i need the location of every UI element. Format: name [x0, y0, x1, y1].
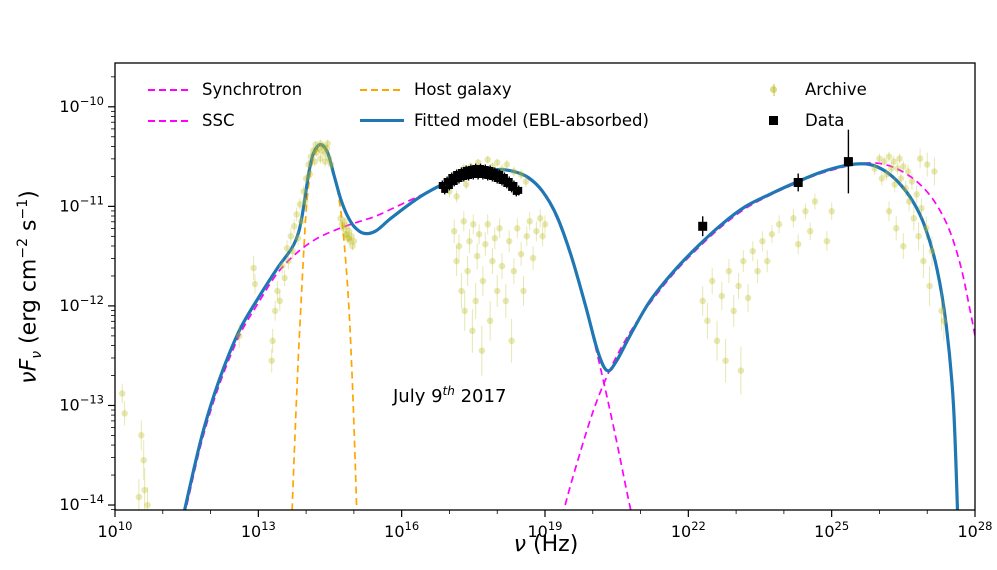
x-tick-label: 1013 [241, 519, 276, 541]
y-tick-label: 10−11 [59, 193, 104, 215]
legend-label: Fitted model (EBL-absorbed) [414, 111, 649, 130]
legend-label: Data [805, 111, 845, 130]
fitted-model-line-sample [360, 113, 404, 129]
host-galaxy-dashed-line-sample [360, 82, 404, 98]
date-annotation: July 9th 2017 [393, 384, 507, 407]
model-curves [183, 143, 975, 510]
y-tick-label: 10−13 [59, 392, 104, 414]
legend-label: Host galaxy [414, 80, 512, 99]
legend-column-1: Synchrotron SSC [148, 79, 302, 131]
x-tick-label: 1010 [98, 519, 133, 541]
x-tick-label: 1028 [958, 519, 993, 541]
legend-item-fitted-model: Fitted model (EBL-absorbed) [360, 110, 649, 131]
x-tick-label: 1016 [384, 519, 419, 541]
curve-synchrotron [184, 169, 632, 510]
y-tick-label: 10−14 [59, 492, 104, 514]
synchrotron-dashed-line-sample [148, 82, 192, 98]
archive-point-sample [751, 82, 795, 98]
legend-item-host-galaxy: Host galaxy [360, 79, 649, 100]
data-square-sample [751, 113, 795, 129]
legend-column-3: Archive Data [751, 79, 867, 131]
data-points [438, 129, 853, 237]
legend-label: Archive [805, 80, 867, 99]
legend-label: SSC [202, 111, 235, 130]
x-axis-title: ν (Hz) [513, 532, 579, 557]
y-tick-label: 10−12 [59, 293, 104, 315]
y-axis-title: νFν (erg cm−2 s−1) [15, 190, 45, 384]
y-axis-ticks: 10−10 10−11 10−12 10−13 10−14 [59, 76, 115, 514]
y-tick-label: 10−10 [59, 94, 104, 116]
x-tick-label: 1025 [814, 519, 849, 541]
legend-item-archive: Archive [751, 79, 867, 100]
ssc-dashed-line-sample [148, 113, 192, 129]
x-tick-label: 1022 [671, 519, 706, 541]
legend-label: Synchrotron [202, 80, 303, 99]
curve-fitted-model-ebl-absorbed [183, 143, 960, 510]
legend-item-ssc: SSC [148, 110, 302, 131]
legend-item-synchrotron: Synchrotron [148, 79, 302, 100]
legend-item-data: Data [751, 110, 867, 131]
archive-points [118, 139, 948, 510]
legend-column-2: Host galaxy Fitted model (EBL-absorbed) [360, 79, 649, 131]
